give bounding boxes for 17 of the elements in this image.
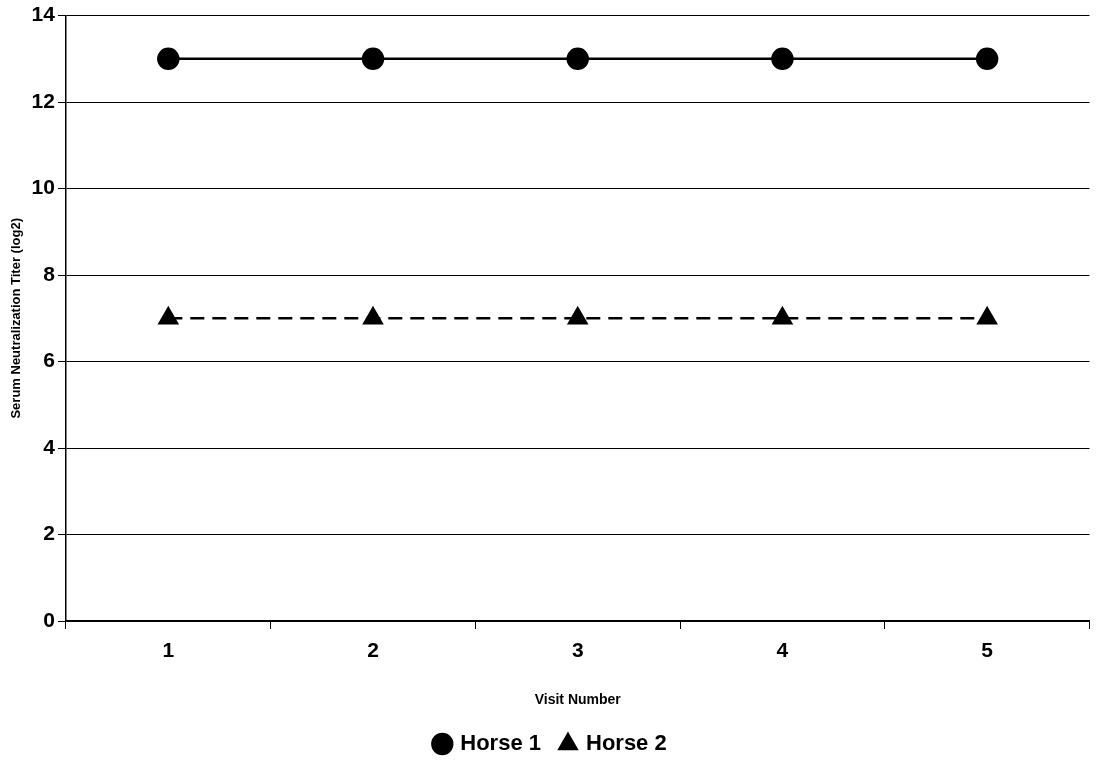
y-tick-label: 6 (43, 348, 55, 372)
x-tick-label: 4 (776, 638, 789, 662)
y-tick-label: 10 (31, 175, 55, 199)
y-axis-title: Serum Neutralization Titer (log2) (8, 218, 24, 419)
x-axis-title: Visit Number (534, 691, 622, 708)
legend-label: Horse 2 (586, 730, 667, 756)
y-tick-label: 8 (43, 261, 56, 285)
y-tick-label: 14 (31, 2, 56, 26)
x-tick-label: 2 (367, 638, 379, 662)
y-tick-label: 12 (31, 88, 55, 112)
x-tick-label: 5 (981, 638, 994, 662)
y-tick-label: 0 (43, 607, 55, 631)
y-tick-label: 4 (43, 434, 56, 458)
x-tick-label: 1 (162, 638, 175, 662)
legend-label: Horse 1 (460, 730, 542, 756)
x-tick-label: 3 (571, 638, 584, 662)
y-tick-label: 2 (43, 521, 55, 545)
